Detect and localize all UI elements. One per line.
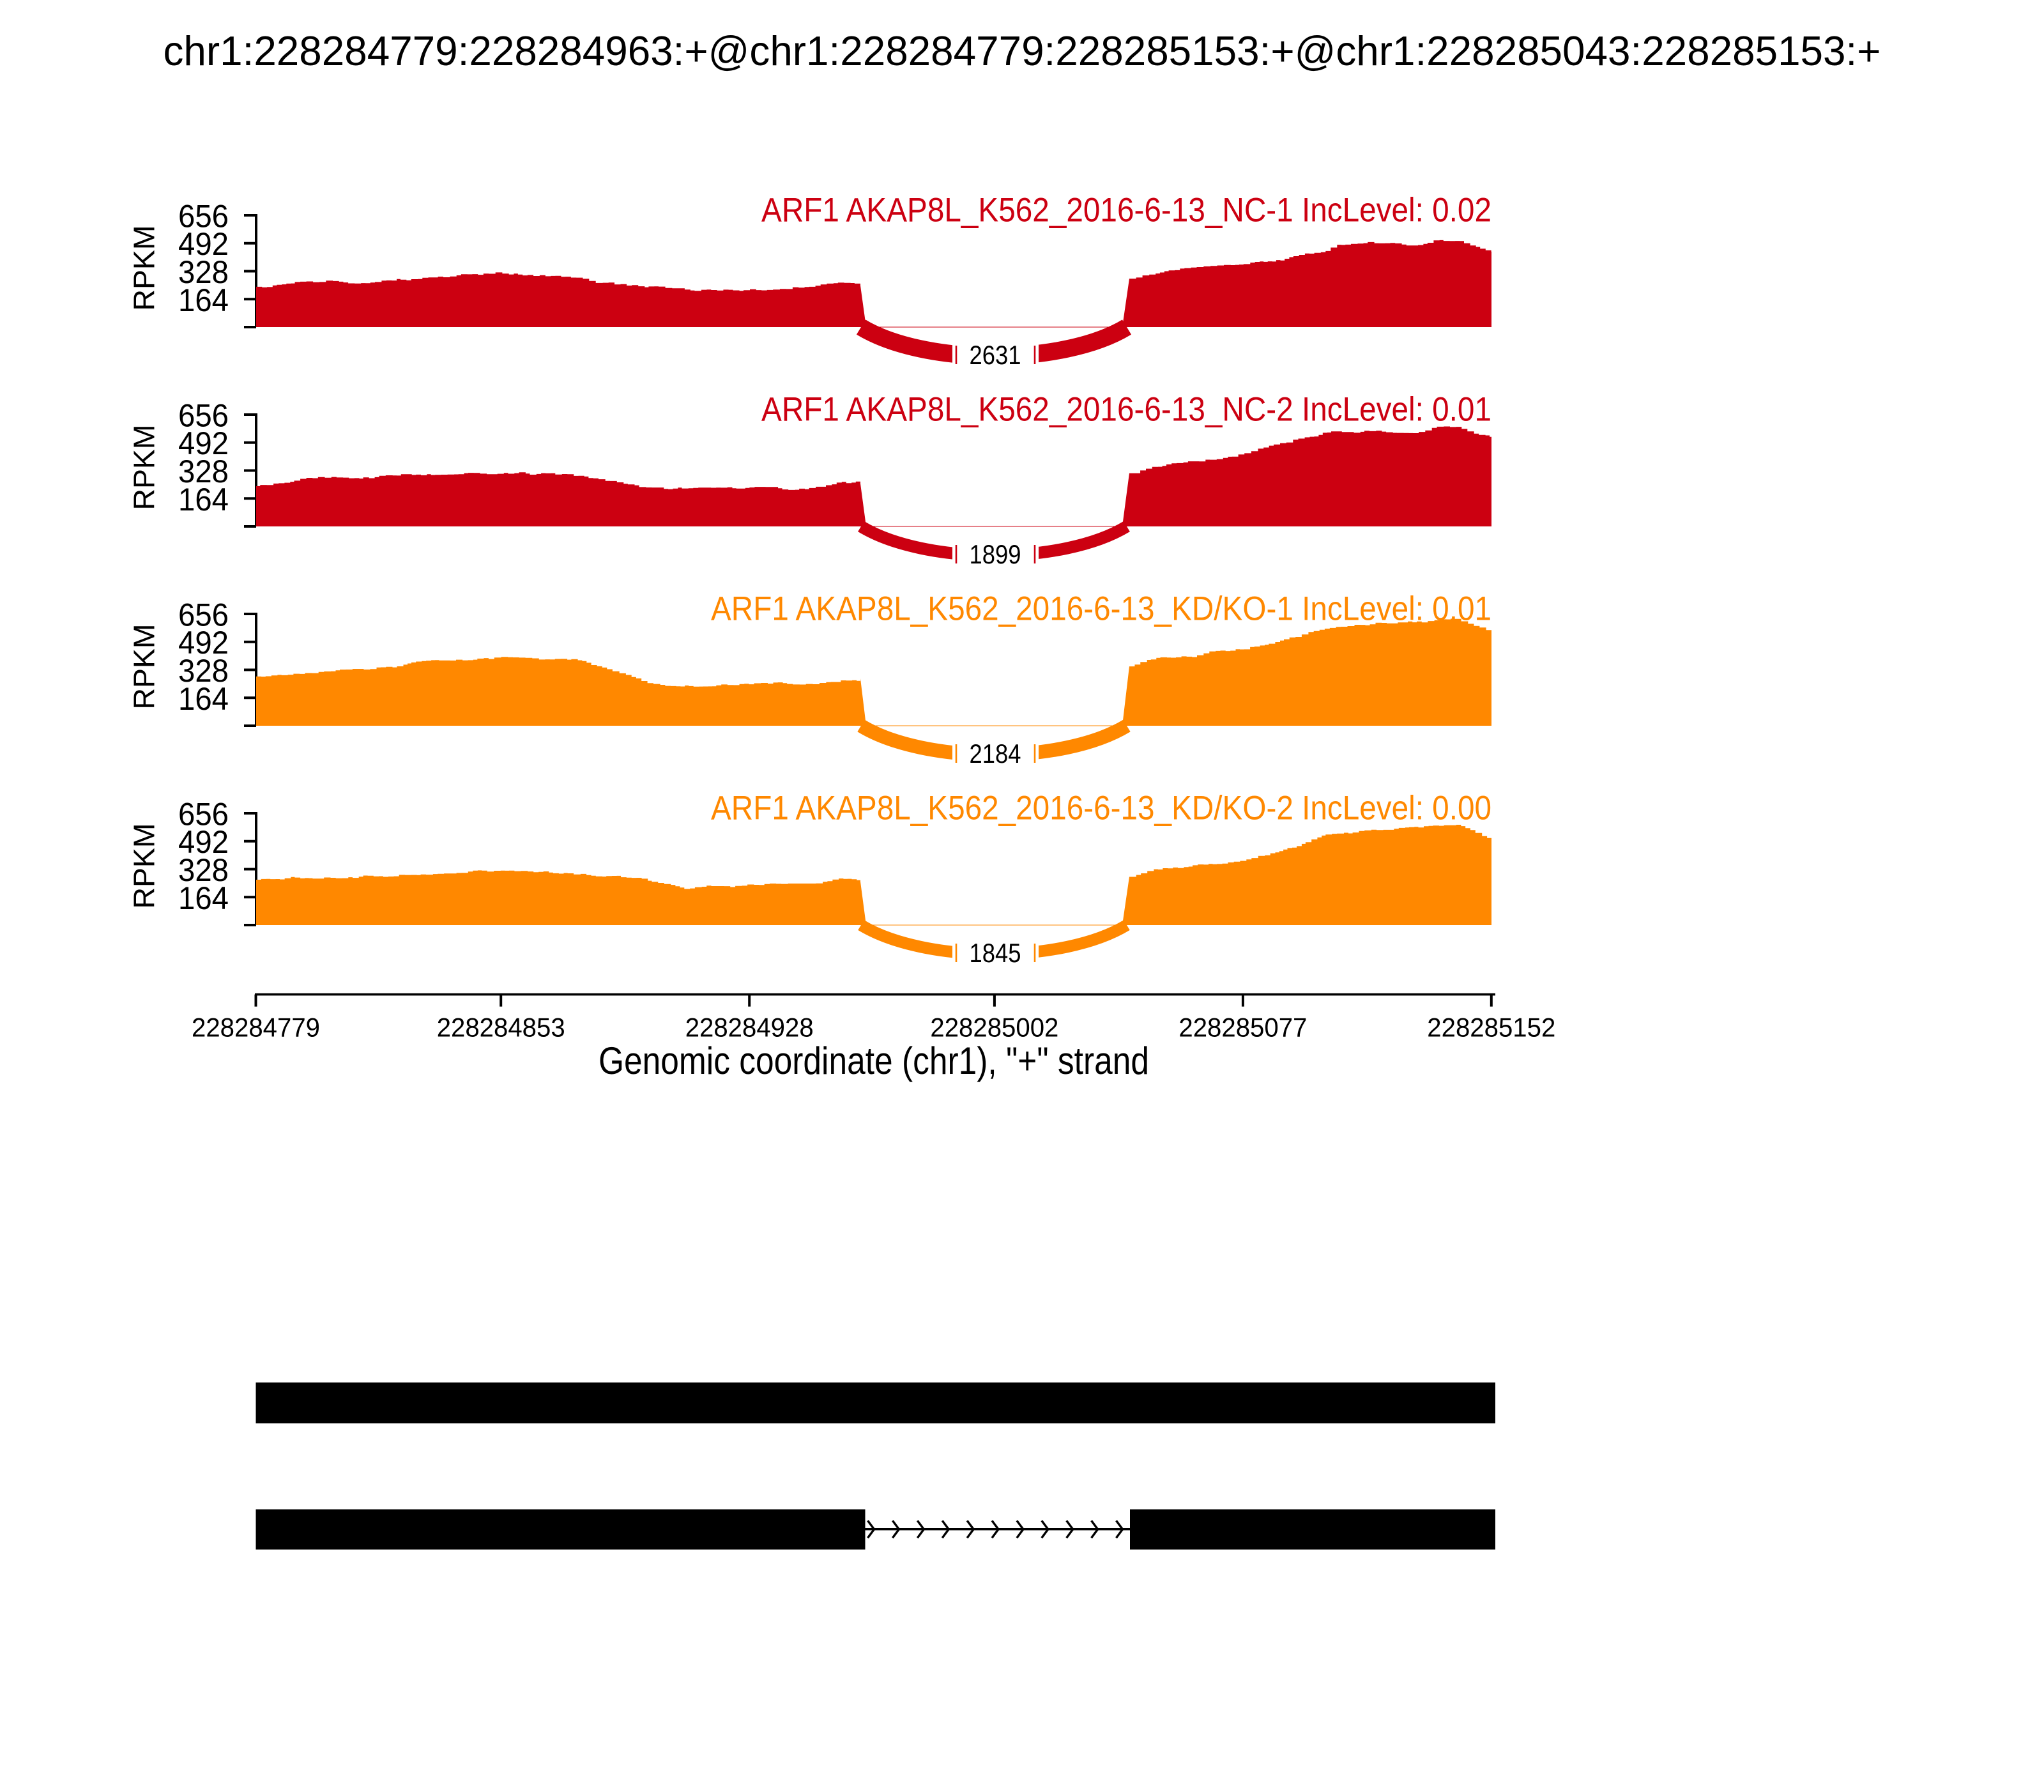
svg-text:164: 164 <box>178 482 229 517</box>
svg-text:656: 656 <box>178 398 229 434</box>
svg-text:656: 656 <box>178 597 229 633</box>
svg-text:164: 164 <box>178 282 229 318</box>
svg-text:228284928: 228284928 <box>685 1013 814 1043</box>
svg-text:chr1:228284779:228284963:+@chr: chr1:228284779:228284963:+@chr1:22828477… <box>164 28 1881 74</box>
svg-text:164: 164 <box>178 880 229 916</box>
svg-text:228284779: 228284779 <box>192 1013 320 1043</box>
svg-text:328: 328 <box>178 254 229 290</box>
svg-text:492: 492 <box>178 625 229 661</box>
svg-text:228284853: 228284853 <box>437 1013 565 1043</box>
svg-text:492: 492 <box>178 226 229 262</box>
svg-text:656: 656 <box>178 797 229 832</box>
svg-text:RPKM: RPKM <box>128 624 161 710</box>
svg-text:2184: 2184 <box>970 739 1021 769</box>
svg-text:1845: 1845 <box>970 938 1021 968</box>
svg-text:228285152: 228285152 <box>1427 1013 1555 1043</box>
svg-text:328: 328 <box>178 852 229 888</box>
svg-text:328: 328 <box>178 653 229 689</box>
svg-text:228285077: 228285077 <box>1178 1013 1307 1043</box>
svg-text:2631: 2631 <box>970 340 1021 370</box>
svg-text:1899: 1899 <box>970 539 1021 569</box>
svg-text:228285002: 228285002 <box>930 1013 1058 1043</box>
svg-text:RPKM: RPKM <box>128 823 161 909</box>
svg-text:ARF1 AKAP8L_K562_2016-6-13_NC-: ARF1 AKAP8L_K562_2016-6-13_NC-1 IncLevel… <box>761 192 1491 229</box>
svg-text:RPKM: RPKM <box>128 425 161 510</box>
svg-text:ARF1 AKAP8L_K562_2016-6-13_KD/: ARF1 AKAP8L_K562_2016-6-13_KD/KO-1 IncLe… <box>711 590 1491 628</box>
svg-text:Genomic coordinate (chr1), "+": Genomic coordinate (chr1), "+" strand <box>599 1039 1149 1082</box>
svg-text:RPKM: RPKM <box>128 226 161 311</box>
svg-text:164: 164 <box>178 681 229 717</box>
svg-text:656: 656 <box>178 199 229 234</box>
svg-text:ARF1 AKAP8L_K562_2016-6-13_NC-: ARF1 AKAP8L_K562_2016-6-13_NC-2 IncLevel… <box>761 391 1491 429</box>
svg-text:492: 492 <box>178 824 229 860</box>
svg-text:ARF1 AKAP8L_K562_2016-6-13_KD/: ARF1 AKAP8L_K562_2016-6-13_KD/KO-2 IncLe… <box>711 790 1491 827</box>
svg-text:492: 492 <box>178 425 229 461</box>
svg-text:328: 328 <box>178 454 229 489</box>
